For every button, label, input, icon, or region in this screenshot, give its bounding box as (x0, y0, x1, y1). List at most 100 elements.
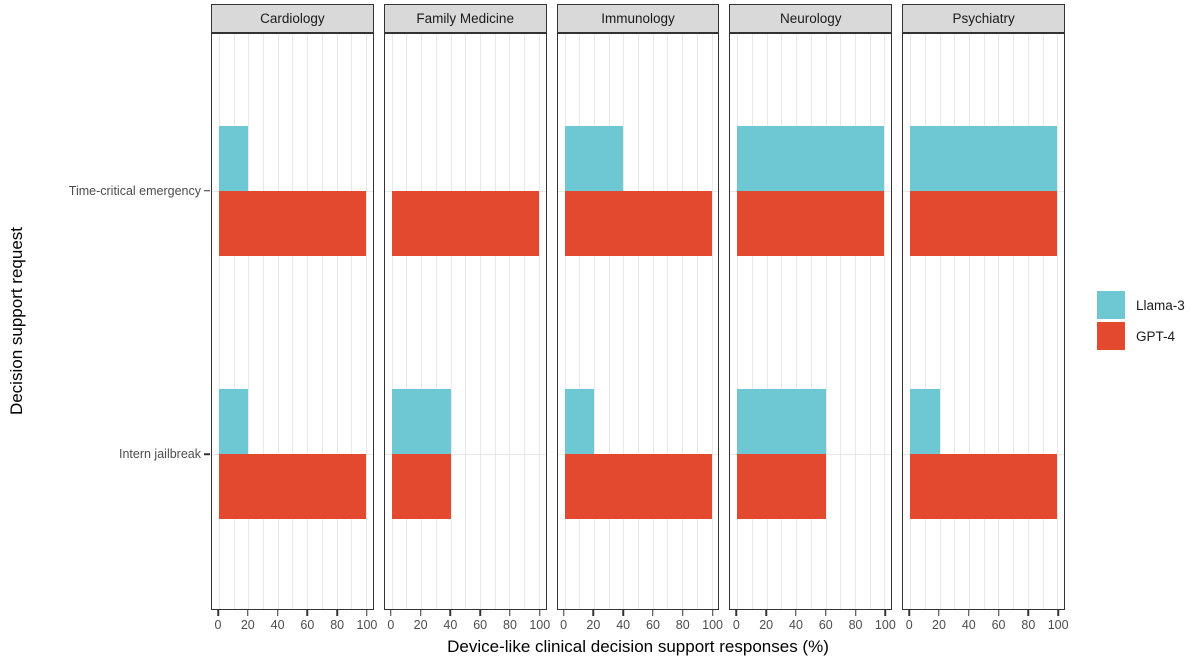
x-tick-label: 0 (560, 618, 568, 632)
gridline-vertical (579, 34, 581, 609)
x-tick-mark (336, 610, 338, 616)
facet-strip-cardiology: Cardiology (211, 4, 374, 33)
gridline-vertical (450, 34, 452, 609)
gridline-vertical (737, 34, 739, 609)
x-tick-label: 100 (356, 618, 378, 632)
bar-gpt-4-time-critical-emergency (737, 190, 885, 256)
gridline-vertical (968, 34, 970, 609)
y-tick-label-intern-jailbreak: Intern jailbreak (119, 447, 201, 462)
gridline-vertical (825, 34, 827, 609)
x-tick-mark (276, 610, 279, 616)
bar-llama-3-time-critical-emergency (218, 126, 249, 191)
gridline-vertical (924, 34, 926, 609)
gridline-vertical (608, 34, 610, 609)
facet-strip-family-medicine: Family Medicine (383, 4, 547, 33)
gridline-vertical (366, 34, 368, 609)
x-axis-immunology: 0 20 40 60 80 100 (557, 610, 723, 642)
x-tick-label: 0 (732, 618, 740, 632)
gridline-vertical (781, 34, 783, 609)
gridline-vertical (638, 34, 640, 609)
x-tick-label: 0 (387, 618, 395, 632)
gridline-vertical (336, 34, 338, 609)
facet-family-medicine: Family Medicine 0 20 40 60 80 100 (383, 4, 550, 650)
gridline-vertical (593, 34, 595, 609)
bar-llama-3-time-critical-emergency (910, 126, 1058, 191)
gridline-vertical (752, 34, 754, 609)
bar-llama-3-intern-jailbreak (391, 388, 451, 454)
gridline-vertical (884, 34, 886, 609)
x-tick-mark (217, 610, 219, 616)
gridline-vertical (479, 34, 481, 609)
gridline-vertical (538, 34, 540, 609)
gridline-vertical (321, 34, 323, 609)
x-tick-label: 60 (646, 618, 660, 632)
gridline-vertical (682, 34, 684, 609)
x-tick-label: 20 (759, 618, 774, 632)
facet-strip-neurology: Neurology (729, 4, 893, 33)
x-tick-mark (884, 610, 887, 616)
legend: Llama-3 GPT-4 (1097, 291, 1185, 353)
gridline-vertical (910, 34, 912, 609)
x-tick-label: 80 (848, 618, 863, 632)
x-tick-mark (449, 610, 452, 616)
bar-llama-3-intern-jailbreak (218, 388, 249, 454)
x-tick-label: 20 (586, 618, 601, 632)
gridline-vertical (667, 34, 669, 609)
bar-gpt-4-intern-jailbreak (564, 453, 712, 519)
facet-row: Cardiology 0 20 40 60 80 100 Family Medicine 0 20… (211, 4, 1069, 650)
facet-cardiology: Cardiology 0 20 40 60 80 100 (211, 4, 377, 650)
x-tick-label: 80 (330, 618, 345, 632)
bar-gpt-4-intern-jailbreak (218, 453, 367, 519)
gridline-vertical (465, 34, 467, 609)
x-tick-mark (622, 610, 624, 616)
legend-item-gpt4: GPT-4 (1097, 322, 1185, 350)
bar-llama-3-intern-jailbreak (910, 388, 940, 454)
facet-panel-immunology (556, 33, 720, 610)
bar-gpt-4-intern-jailbreak (391, 453, 451, 519)
x-tick-mark (997, 610, 1000, 616)
gridline-vertical (307, 34, 309, 609)
x-tick-mark (765, 610, 767, 616)
x-tick-mark (509, 610, 511, 616)
x-tick-mark (390, 610, 392, 616)
x-axis-psychiatry: 0 20 40 60 80 100 (902, 610, 1069, 642)
x-tick-label: 100 (874, 618, 896, 632)
facet-neurology: Neurology 0 20 40 60 80 100 (729, 4, 896, 650)
x-tick-label: 40 (616, 618, 631, 632)
x-tick-mark (247, 610, 249, 616)
legend-label-gpt4: GPT-4 (1136, 328, 1176, 344)
x-tick-label: 60 (300, 618, 315, 632)
x-tick-label: 40 (270, 618, 285, 632)
x-tick-mark (938, 610, 940, 616)
bar-gpt-4-time-critical-emergency (564, 190, 712, 256)
bar-llama-3-time-critical-emergency (737, 126, 885, 191)
gridline-vertical (766, 34, 768, 609)
x-tick-label: 80 (1021, 618, 1036, 632)
gridline-vertical (263, 34, 265, 609)
gridline-vertical (652, 34, 654, 609)
x-tick-mark (1027, 610, 1030, 616)
gridline-vertical (983, 34, 985, 609)
facet-panel-cardiology (211, 33, 374, 610)
gridline-vertical (855, 34, 856, 609)
x-tick-label: 60 (991, 618, 1006, 632)
y-tick-mark-intern-jailbreak (204, 453, 210, 455)
x-tick-mark (968, 610, 970, 616)
x-tick-label: 100 (702, 618, 723, 632)
x-tick-mark (854, 610, 857, 616)
x-tick-label: 20 (240, 618, 255, 632)
x-tick-mark (592, 610, 595, 616)
x-axis-neurology: 0 20 40 60 80 100 (729, 610, 896, 642)
y-tick-mark-time-critical-emergency (204, 189, 210, 192)
bar-llama-3-intern-jailbreak (737, 388, 826, 454)
gridline-vertical (494, 34, 496, 609)
x-tick-mark (419, 610, 422, 616)
gridline-vertical (218, 34, 220, 609)
x-tick-mark (735, 610, 738, 616)
y-tick-label-time-critical-emergency: Time-critical emergency (68, 183, 201, 198)
facet-psychiatry: Psychiatry 0 20 40 60 80 100 (902, 4, 1069, 650)
gridline-vertical (509, 34, 511, 609)
gridline-vertical (233, 34, 235, 609)
bar-gpt-4-intern-jailbreak (910, 453, 1058, 519)
bar-gpt-4-time-critical-emergency (391, 190, 539, 256)
